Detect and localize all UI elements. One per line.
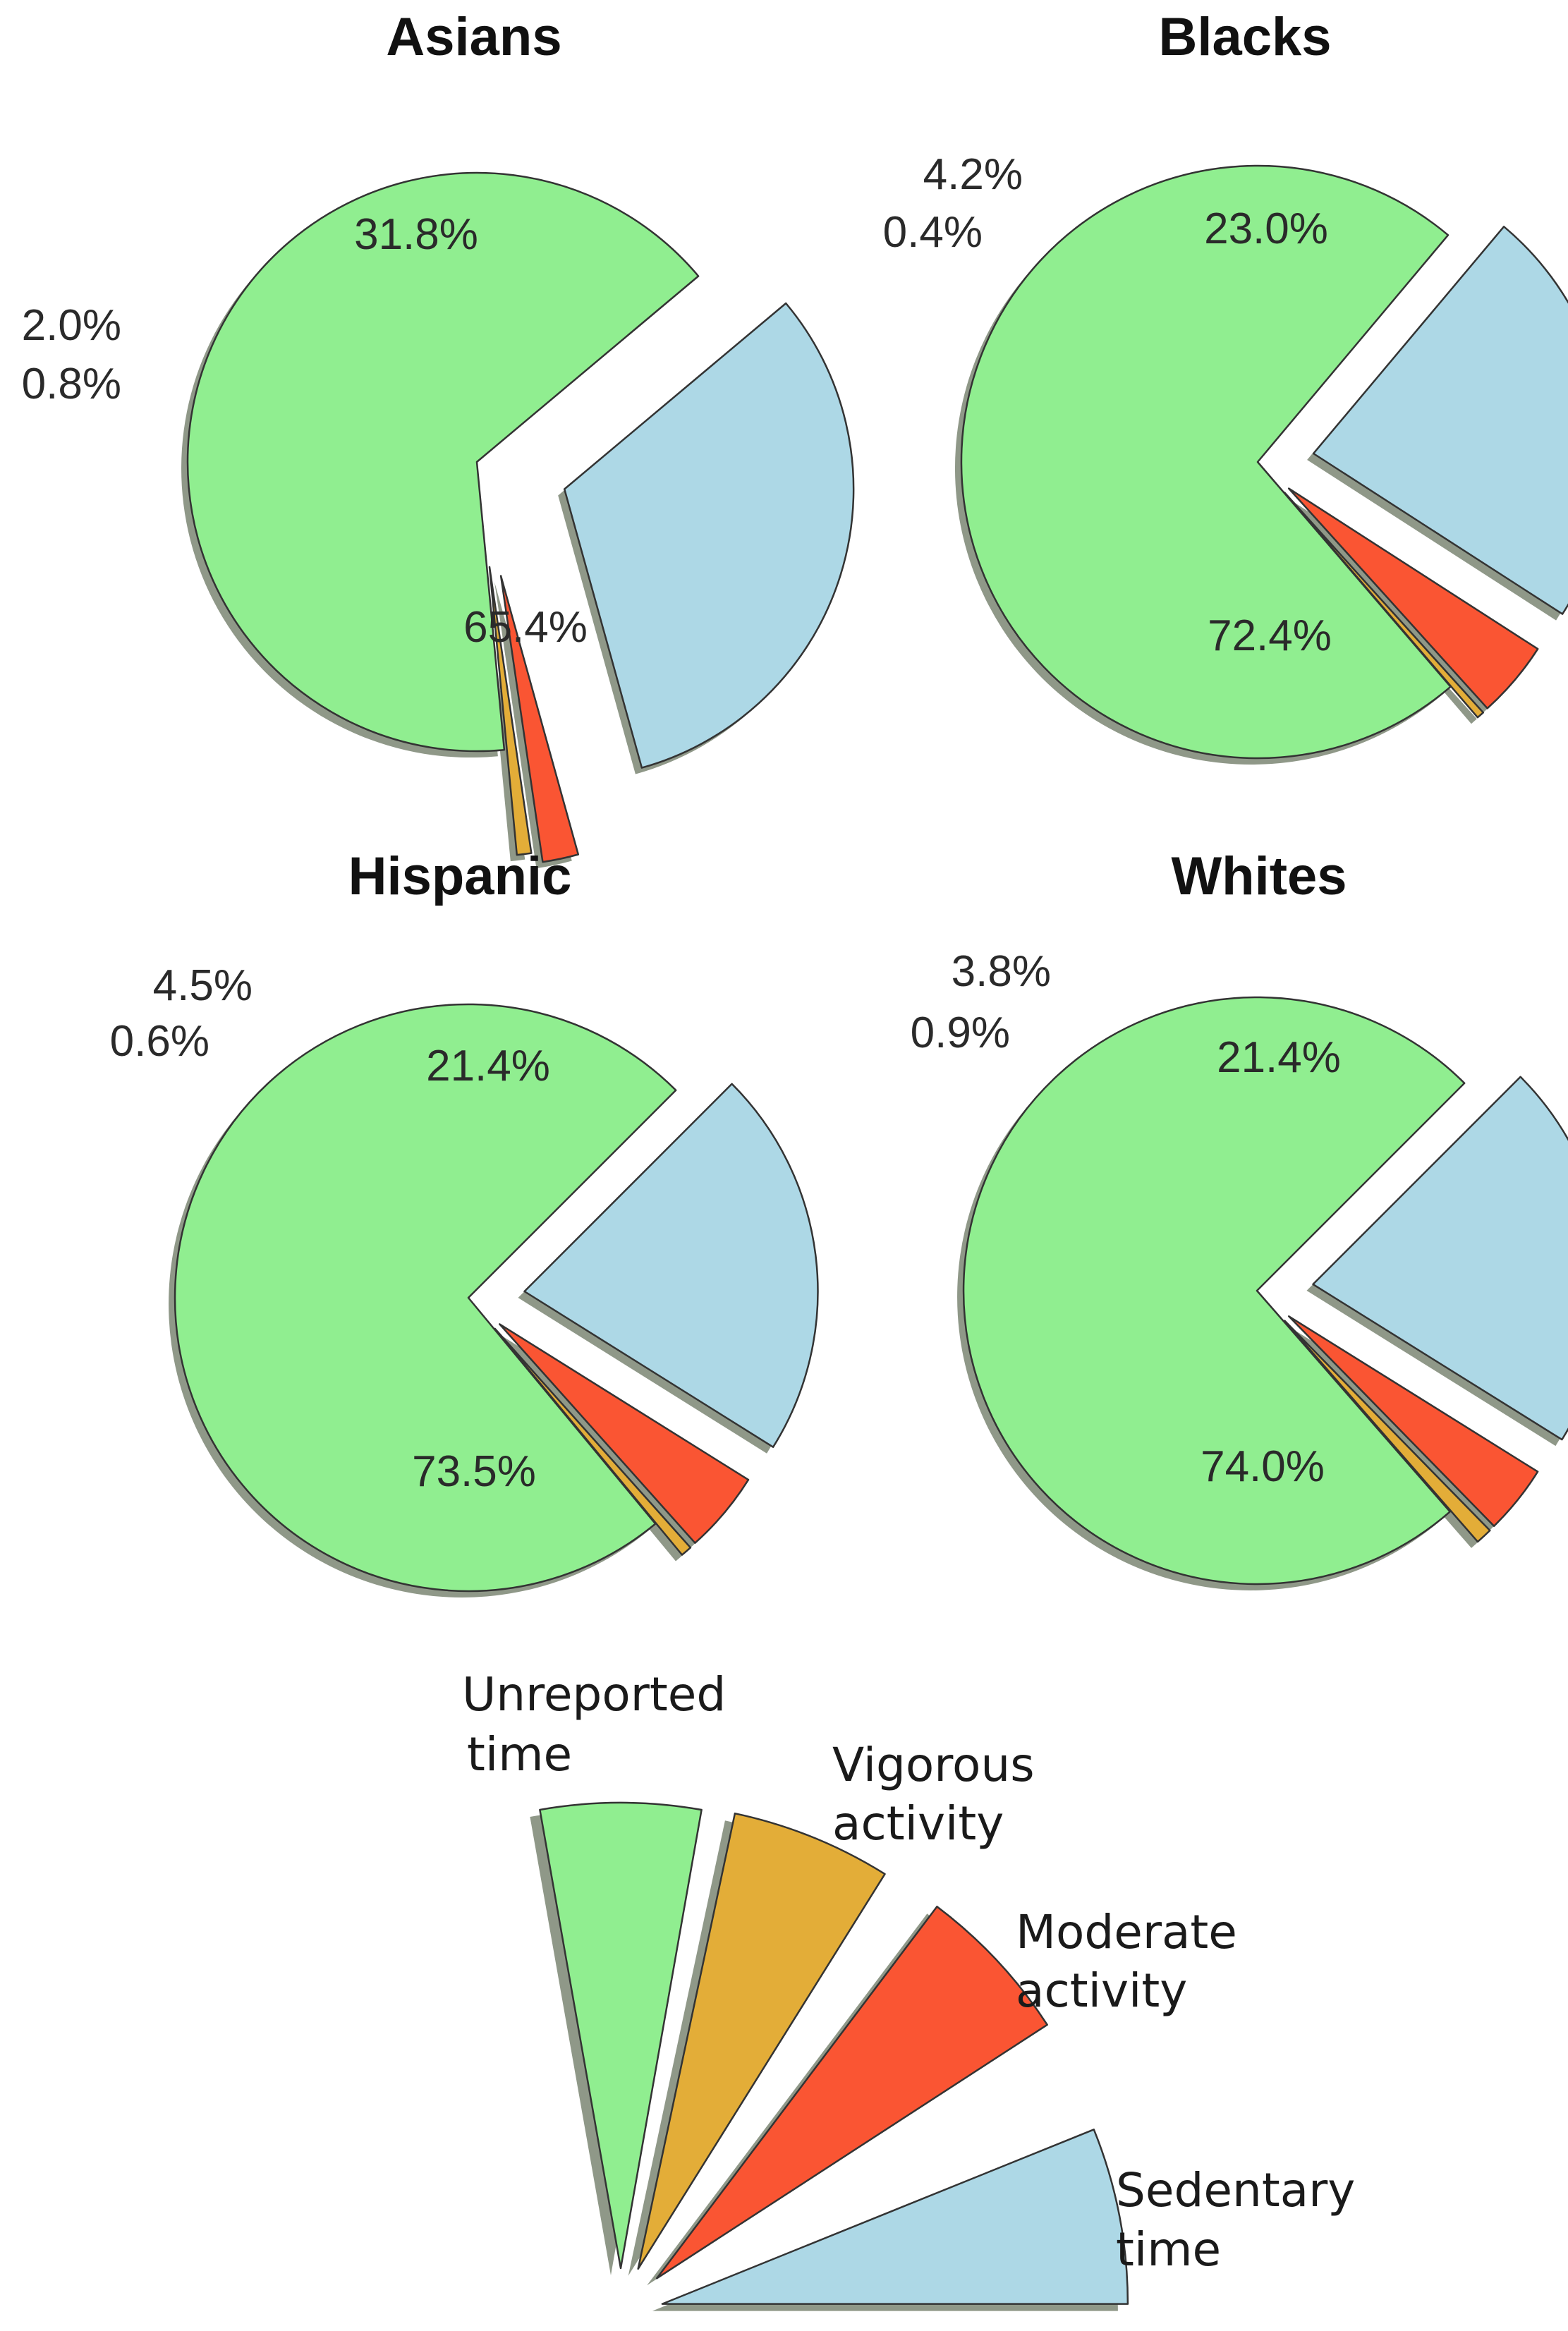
slice-hispanic-vigorous-activity: [494, 1327, 692, 1556]
chart-title-hispanic: Hispanic: [348, 846, 572, 906]
slices-whites: [957, 996, 1568, 1590]
label-asians-vigorous: 0.8%: [22, 360, 121, 408]
label-hispanic-unreported: 73.5%: [412, 1447, 536, 1496]
chart-title-blacks: Blacks: [1158, 7, 1331, 67]
legend-swatch-sedentary-time: [661, 2129, 1129, 2305]
slice-blacks-sedentary-time: [1312, 226, 1568, 615]
slices-asians: [181, 171, 855, 869]
slice-blacks-moderate-activity: [1287, 487, 1539, 710]
slice-asians-moderate-activity: [499, 575, 580, 863]
legend-label-sedentary-line1: Sedentary: [1116, 2163, 1355, 2217]
legend-label-sedentary: Sedentary time: [1116, 2163, 1370, 2277]
pie-chart-blacks: Blacks 72.4% 0.4% 4.2% 23.0%: [883, 7, 1568, 765]
legend-slices: [530, 1801, 1129, 2311]
slice-hispanic-unreported-time: [174, 1003, 677, 1593]
legend-label-sedentary-line2: time: [1116, 2222, 1221, 2277]
label-asians-unreported: 65.4%: [463, 603, 588, 652]
slice-whites-unreported-time: [962, 996, 1466, 1586]
slice-asians-unreported-time: [186, 171, 700, 753]
slices-hispanic: [169, 1003, 819, 1597]
legend-label-moderate-line1: Moderate: [1016, 1905, 1237, 1959]
slice-asians-vigorous-activity: [488, 566, 533, 856]
slices-blacks: [954, 164, 1568, 765]
legend-swatch-vigorous-activity: [637, 1812, 886, 2270]
label-hispanic-vigorous: 0.6%: [110, 1017, 209, 1066]
legend-label-unreported: Unreported time: [462, 1667, 741, 1782]
label-blacks-moderate: 4.2%: [923, 150, 1023, 199]
label-blacks-sedentary: 23.0%: [1204, 205, 1328, 253]
legend-swatch-moderate-activity: [655, 1905, 1048, 2280]
pie-chart-whites: Whites 74.0% 0.9% 3.8% 21.4%: [911, 846, 1568, 1590]
label-hispanic-moderate: 4.5%: [153, 961, 253, 1010]
legend: Unreported time Vigorous activity Modera…: [462, 1667, 1370, 2311]
legend-label-moderate: Moderate activity: [1016, 1905, 1252, 2018]
slice-whites-vigorous-activity: [1284, 1320, 1491, 1543]
legend-swatch-unreported-time: [539, 1801, 703, 2270]
legend-label-moderate-line2: activity: [1016, 1964, 1187, 2018]
slice-blacks-unreported-time: [960, 164, 1452, 760]
pie-chart-asians: Asians 65.4% 0.8% 2.0% 31.8%: [22, 7, 855, 869]
chart-title-whites: Whites: [1171, 846, 1347, 906]
slice-whites-sedentary-time: [1312, 1076, 1568, 1441]
legend-label-unreported-line2: time: [467, 1727, 572, 1782]
pie-chart-hispanic: Hispanic 73.5% 0.6% 4.5% 21.4%: [110, 846, 819, 1597]
slice-blacks-vigorous-activity: [1284, 492, 1485, 719]
label-asians-sedentary: 31.8%: [354, 210, 478, 259]
slice-asians-sedentary-time: [563, 302, 855, 769]
legend-label-vigorous-line2: activity: [832, 1796, 1004, 1851]
label-asians-moderate: 2.0%: [22, 301, 121, 350]
legend-label-unreported-line1: Unreported: [462, 1667, 726, 1722]
legend-label-vigorous: Vigorous activity: [832, 1738, 1050, 1851]
label-blacks-vigorous: 0.4%: [883, 208, 983, 257]
label-whites-unreported: 74.0%: [1201, 1442, 1325, 1491]
label-whites-moderate: 3.8%: [952, 947, 1051, 996]
legend-label-vigorous-line1: Vigorous: [832, 1738, 1035, 1792]
slice-hispanic-moderate-activity: [499, 1323, 750, 1544]
chart-title-asians: Asians: [386, 7, 561, 67]
label-whites-vigorous: 0.9%: [911, 1009, 1010, 1057]
label-whites-sedentary: 21.4%: [1217, 1033, 1341, 1082]
label-blacks-unreported: 72.4%: [1208, 611, 1332, 660]
label-hispanic-sedentary: 21.4%: [426, 1042, 550, 1090]
slice-hispanic-sedentary-time: [523, 1083, 819, 1448]
slice-whites-moderate-activity: [1287, 1315, 1539, 1527]
